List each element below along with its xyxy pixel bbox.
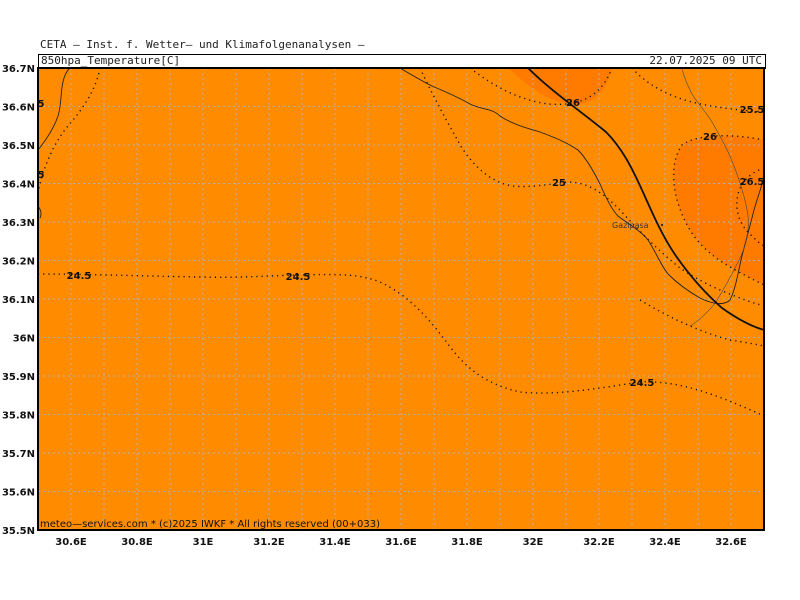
contour-label: 5: [38, 170, 45, 181]
y-axis-label: 35.9N: [2, 372, 35, 383]
x-axis-label: 31.4E: [319, 537, 351, 548]
contour-label: 5: [38, 99, 45, 110]
isotherms: [38, 68, 764, 417]
x-axis-label: 32E: [523, 537, 544, 548]
city-label-gazipasa: Gazipasa: [612, 221, 649, 230]
x-axis-label: 32.2E: [583, 537, 615, 548]
x-axis-label: 30.8E: [121, 537, 153, 548]
y-axis-label: 36.2N: [2, 257, 35, 268]
contour-labels: 26 26 26.5 25.5 25 24.5 24.5 24.5 5 5: [38, 98, 765, 389]
y-axis-labels: 36.7N 36.6N 36.5N 36.4N 36.3N 36.2N 36.1N 36N 35…: [2, 64, 35, 537]
contour-label: 26: [566, 98, 580, 109]
x-axis-label: 31.8E: [451, 537, 483, 548]
y-axis-label: 36.1N: [2, 295, 35, 306]
source-title: CETA — Inst. f. Wetter— und Klimafolgena…: [40, 38, 365, 51]
x-axis-label: 31E: [193, 537, 214, 548]
y-axis-label: 35.6N: [2, 488, 35, 499]
map-frame: [37, 67, 765, 531]
contour-label: 25: [552, 178, 566, 189]
contour-label: 26: [703, 132, 717, 143]
x-axis-label: 32.4E: [649, 537, 681, 548]
x-axis-labels: 30.6E 30.8E 31E 31.2E 31.4E 31.6E 31.8E 32E 32.2…: [55, 537, 747, 548]
y-axis-label: 36N: [13, 334, 35, 345]
header-bar: [38, 54, 766, 69]
x-axis-label: 31.6E: [385, 537, 417, 548]
y-axis-label: 36.5N: [2, 141, 35, 152]
coastline: [399, 68, 764, 305]
variable-label: 850hpa_Temperature[C]: [41, 54, 181, 67]
contour-label: 24.5: [630, 378, 655, 389]
contour-label: 24.5: [67, 271, 92, 282]
warm-region-north: [508, 68, 612, 105]
border-line: [681, 68, 749, 327]
x-axis-label: 31.2E: [253, 537, 285, 548]
y-axis-label: 36.6N: [2, 103, 35, 114]
y-axis-label: 36.4N: [2, 180, 35, 191]
solid-contour: [527, 68, 764, 331]
graticule: [38, 68, 764, 530]
warm-region-east: [673, 135, 764, 285]
y-axis-label: 36.7N: [2, 64, 35, 75]
contour-label: 24.5: [286, 272, 311, 283]
contour-label: 25.5: [740, 105, 765, 116]
coastline-west: [38, 68, 71, 151]
y-axis-label: 35.7N: [2, 449, 35, 460]
forecast-datetime: 22.07.2025 09 UTC: [649, 54, 762, 67]
y-axis-label: 36.3N: [2, 218, 35, 229]
y-axis-label: 35.8N: [2, 411, 35, 422]
y-axis-label: 35.5N: [2, 526, 35, 537]
city-marker: [660, 223, 664, 227]
x-axis-label: 30.6E: [55, 537, 87, 548]
copyright-footer: meteo—services.com * (c)2025 IWKF * All …: [40, 519, 380, 530]
x-axis-label: 32.6E: [715, 537, 747, 548]
contour-label: 26.5: [740, 177, 765, 188]
